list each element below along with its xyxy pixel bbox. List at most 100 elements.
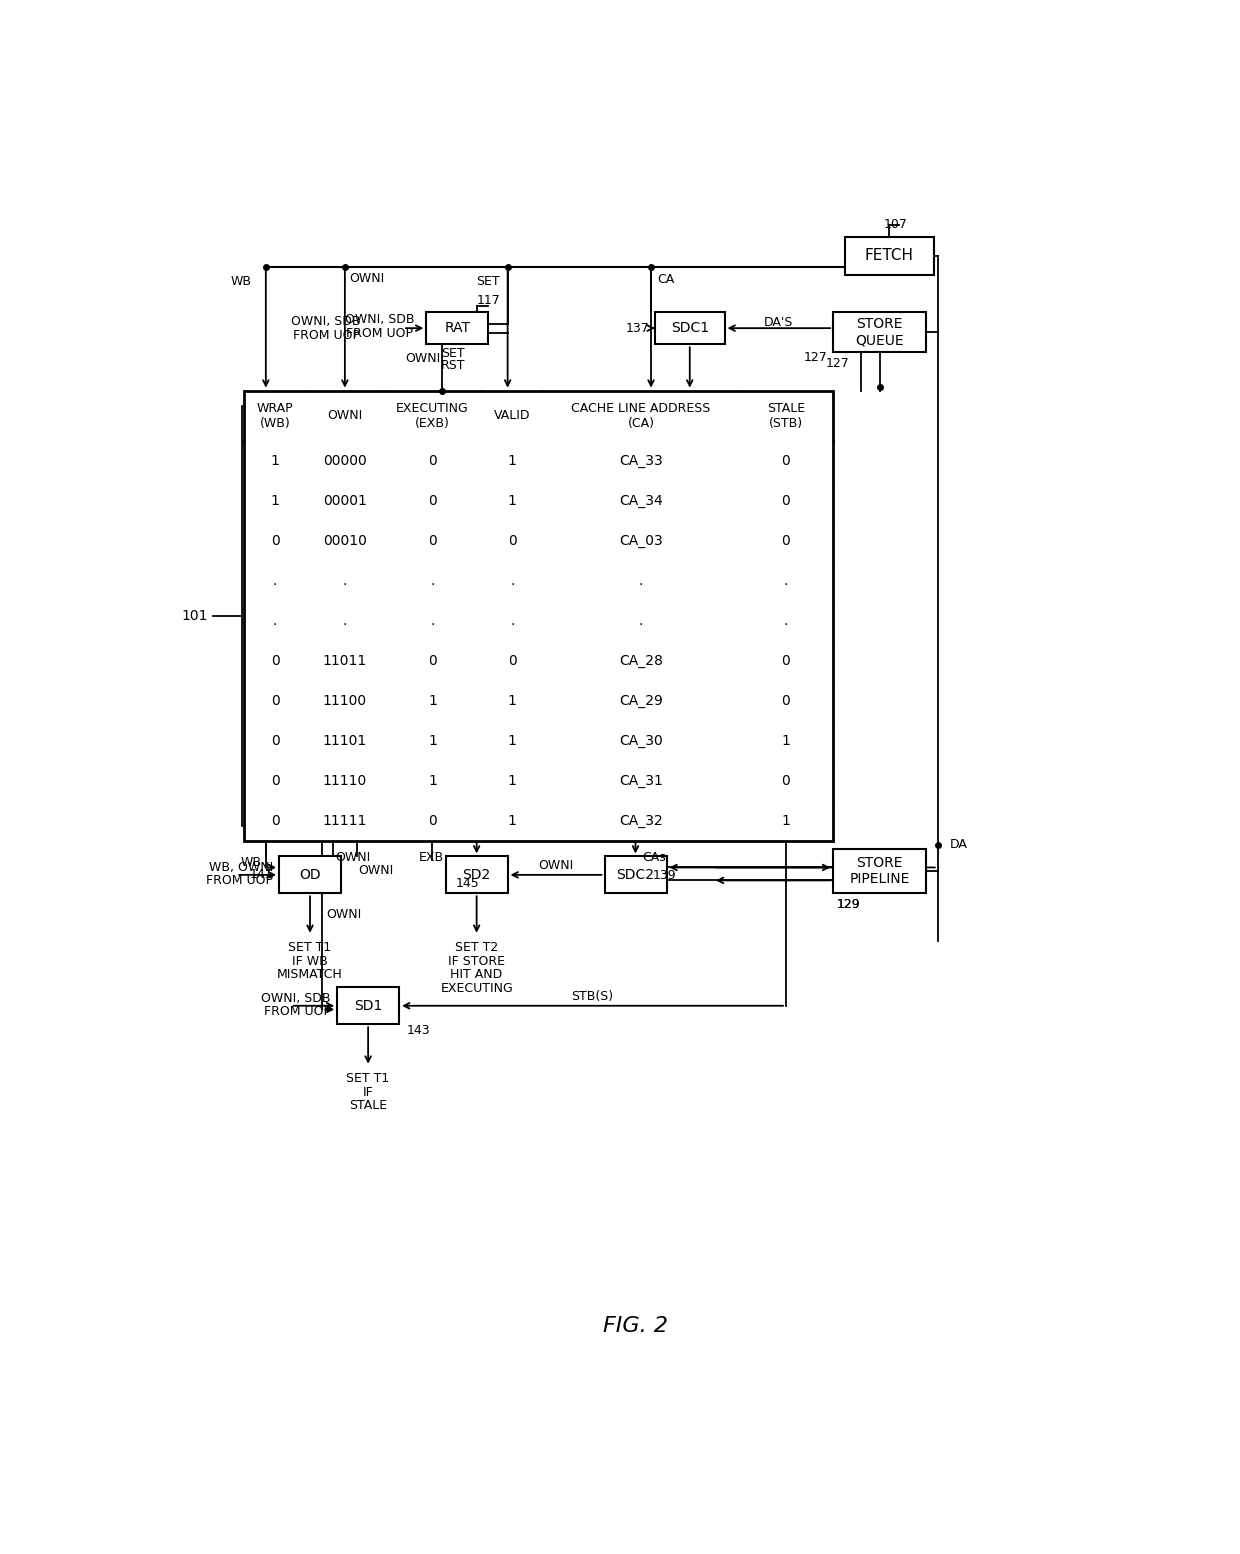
Text: .: . <box>784 614 789 628</box>
Text: 0: 0 <box>428 654 436 668</box>
Bar <box>605 856 667 894</box>
Bar <box>833 312 926 353</box>
Text: 00010: 00010 <box>322 533 367 547</box>
Text: .: . <box>510 573 515 587</box>
Text: RST: RST <box>441 359 466 373</box>
Text: 11111: 11111 <box>322 814 367 828</box>
Text: OWNI, SDB: OWNI, SDB <box>345 314 414 326</box>
Text: .: . <box>342 614 347 628</box>
Text: 127: 127 <box>826 357 849 370</box>
Text: .: . <box>639 573 644 587</box>
Text: 0: 0 <box>781 494 790 508</box>
Text: 11100: 11100 <box>322 693 367 707</box>
Text: DA'S: DA'S <box>764 317 794 329</box>
Text: FIG. 2: FIG. 2 <box>603 1316 668 1336</box>
Text: OWNI: OWNI <box>327 409 362 423</box>
Text: STORE
QUEUE: STORE QUEUE <box>856 317 904 347</box>
Text: 1: 1 <box>508 494 517 508</box>
Bar <box>445 856 507 894</box>
Text: 00001: 00001 <box>322 494 367 508</box>
Text: 129: 129 <box>837 898 861 911</box>
Text: VALID: VALID <box>494 409 531 423</box>
Text: DA: DA <box>950 838 967 852</box>
Text: OWNI, SDB: OWNI, SDB <box>291 315 361 328</box>
Text: CA_03: CA_03 <box>619 533 663 547</box>
Text: CA_31: CA_31 <box>619 774 663 788</box>
Text: 1: 1 <box>270 494 279 508</box>
Text: .: . <box>273 573 278 587</box>
Text: FETCH: FETCH <box>864 249 914 263</box>
Text: 0: 0 <box>781 654 790 668</box>
Text: 0: 0 <box>270 654 279 668</box>
Text: OWNI: OWNI <box>358 864 393 876</box>
Text: .: . <box>639 614 644 628</box>
Bar <box>844 236 934 275</box>
Text: SDC2: SDC2 <box>616 867 655 881</box>
Text: 141: 141 <box>250 869 274 881</box>
Text: 0: 0 <box>270 533 279 547</box>
Bar <box>337 987 399 1024</box>
Text: CA: CA <box>657 274 675 286</box>
Text: .: . <box>430 614 435 628</box>
Text: 139: 139 <box>652 869 676 883</box>
Text: RAT: RAT <box>444 322 470 336</box>
Text: SET T2: SET T2 <box>455 940 498 954</box>
Text: .: . <box>430 573 435 587</box>
Text: IF STORE: IF STORE <box>448 954 505 968</box>
Text: 0: 0 <box>270 774 279 788</box>
Text: MISMATCH: MISMATCH <box>277 968 343 982</box>
Text: SET: SET <box>441 347 465 361</box>
Text: WB, OWNI: WB, OWNI <box>208 861 273 873</box>
Text: 0: 0 <box>781 454 790 468</box>
Text: IF WB: IF WB <box>293 954 327 968</box>
Text: FROM UOP: FROM UOP <box>346 326 413 340</box>
Text: CA_33: CA_33 <box>619 454 663 468</box>
Text: HIT AND: HIT AND <box>450 968 502 982</box>
Text: WB: WB <box>241 856 262 869</box>
Text: FROM UOP: FROM UOP <box>294 328 361 342</box>
Text: EXB: EXB <box>418 852 444 864</box>
Text: 101: 101 <box>181 609 207 623</box>
Text: 0: 0 <box>781 774 790 788</box>
Text: .: . <box>510 614 515 628</box>
Text: WRAP
(WB): WRAP (WB) <box>257 401 294 429</box>
Text: 1: 1 <box>508 774 517 788</box>
Text: IF: IF <box>363 1086 373 1099</box>
Bar <box>833 848 926 894</box>
Text: 11110: 11110 <box>322 774 367 788</box>
Text: 1: 1 <box>508 454 517 468</box>
Text: 1: 1 <box>508 814 517 828</box>
Text: OWNI: OWNI <box>348 272 384 286</box>
Text: FROM UOP: FROM UOP <box>206 873 273 887</box>
Text: SET T1: SET T1 <box>346 1072 389 1085</box>
Text: 1: 1 <box>428 693 436 707</box>
Text: SET: SET <box>476 275 500 287</box>
Text: SDC1: SDC1 <box>671 322 709 336</box>
Text: 1: 1 <box>270 454 279 468</box>
Text: 0: 0 <box>781 693 790 707</box>
Text: 0: 0 <box>428 533 436 547</box>
Text: 1: 1 <box>428 774 436 788</box>
Text: .: . <box>784 573 789 587</box>
Text: CA_34: CA_34 <box>619 494 663 508</box>
Text: 1: 1 <box>781 733 790 747</box>
Text: 0: 0 <box>428 494 436 508</box>
Text: CAs: CAs <box>642 852 666 864</box>
Text: 143: 143 <box>407 1024 430 1037</box>
Text: 0: 0 <box>508 654 517 668</box>
Text: 0: 0 <box>428 454 436 468</box>
Text: 129: 129 <box>837 898 861 911</box>
Bar <box>655 312 724 345</box>
Text: .: . <box>273 614 278 628</box>
Text: 11011: 11011 <box>322 654 367 668</box>
Text: OWNI: OWNI <box>405 351 440 365</box>
Text: EXECUTING: EXECUTING <box>440 982 513 995</box>
Text: CA_32: CA_32 <box>619 814 663 828</box>
Text: OWNI: OWNI <box>538 859 574 872</box>
Text: 0: 0 <box>508 533 517 547</box>
Text: CA_30: CA_30 <box>619 733 663 747</box>
Text: STORE
PIPELINE: STORE PIPELINE <box>849 856 910 886</box>
Text: STALE: STALE <box>350 1099 387 1113</box>
Text: FROM UOP: FROM UOP <box>264 1005 331 1018</box>
Text: 0: 0 <box>428 814 436 828</box>
